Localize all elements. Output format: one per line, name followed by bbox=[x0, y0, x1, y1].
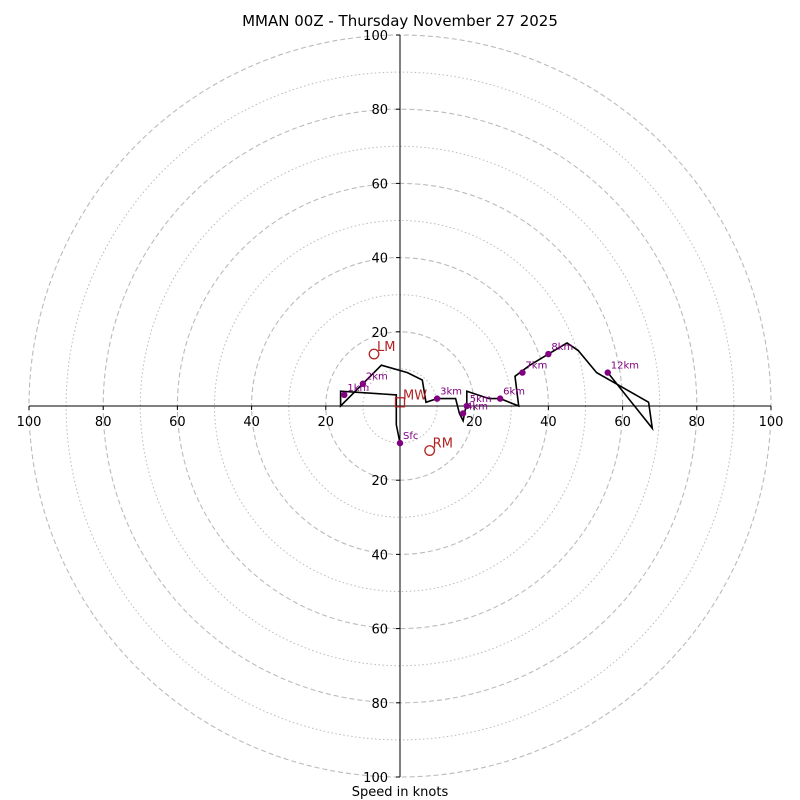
y-tick-label: 20 bbox=[371, 474, 388, 489]
hodograph-trace bbox=[339, 341, 654, 444]
height-marker-3km bbox=[433, 395, 441, 402]
y-tick-label: 100 bbox=[363, 771, 388, 786]
x-tick-label: 40 bbox=[243, 415, 260, 430]
height-label-3km: 3km bbox=[440, 387, 462, 398]
height-marker-8km bbox=[545, 350, 552, 358]
x-tick-label: 80 bbox=[689, 415, 706, 430]
x-tick-label: 100 bbox=[17, 415, 42, 430]
y-tick-label: 80 bbox=[371, 697, 388, 712]
motion-marker-MW bbox=[394, 397, 406, 408]
motion-marker-RM bbox=[424, 445, 436, 456]
x-tick-label: 60 bbox=[614, 415, 631, 430]
height-marker-12km bbox=[604, 369, 611, 376]
height-marker-2km bbox=[359, 380, 367, 387]
height-label-2km: 2km bbox=[366, 372, 388, 383]
height-label-1km: 1km bbox=[347, 383, 369, 394]
height-marker-Sfc bbox=[396, 439, 404, 447]
y-tick-label: 20 bbox=[371, 326, 388, 341]
motion-label-RM: RM bbox=[433, 437, 453, 452]
x-tick-label: 80 bbox=[95, 415, 112, 430]
height-marker-6km bbox=[496, 395, 504, 402]
height-marker-5km bbox=[463, 402, 470, 410]
height-label-5km: 5km bbox=[470, 394, 492, 405]
motion-label-LM: LM bbox=[377, 340, 395, 355]
height-marker-1km bbox=[341, 391, 348, 399]
height-marker-4km bbox=[459, 410, 467, 417]
y-tick-label: 80 bbox=[371, 103, 388, 118]
height-label-6km: 6km bbox=[503, 387, 525, 398]
chart-title: MMAN 00Z - Thursday November 27 2025 bbox=[242, 12, 558, 30]
height-marker-7km bbox=[519, 369, 526, 376]
x-axis-label: Speed in knots bbox=[352, 785, 449, 800]
height-label-Sfc: Sfc bbox=[403, 431, 418, 442]
y-tick-label: 40 bbox=[371, 548, 388, 563]
height-label-4km: 4km bbox=[466, 401, 488, 412]
y-tick-label: 60 bbox=[371, 623, 388, 638]
y-tick-label: 60 bbox=[371, 177, 388, 192]
height-label-8km: 8km bbox=[551, 342, 573, 353]
x-tick-label: 20 bbox=[466, 415, 483, 430]
x-tick-label: 100 bbox=[759, 415, 784, 430]
x-tick-label: 20 bbox=[318, 415, 335, 430]
y-tick-label: 40 bbox=[371, 252, 388, 267]
motion-label-MW: MW bbox=[403, 388, 427, 403]
motion-marker-LM bbox=[368, 348, 380, 360]
x-tick-label: 60 bbox=[169, 415, 186, 430]
y-tick-label: 100 bbox=[363, 29, 388, 44]
height-label-7km: 7km bbox=[525, 361, 547, 372]
height-label-12km: 12km bbox=[611, 361, 639, 372]
x-tick-label: 40 bbox=[540, 415, 557, 430]
